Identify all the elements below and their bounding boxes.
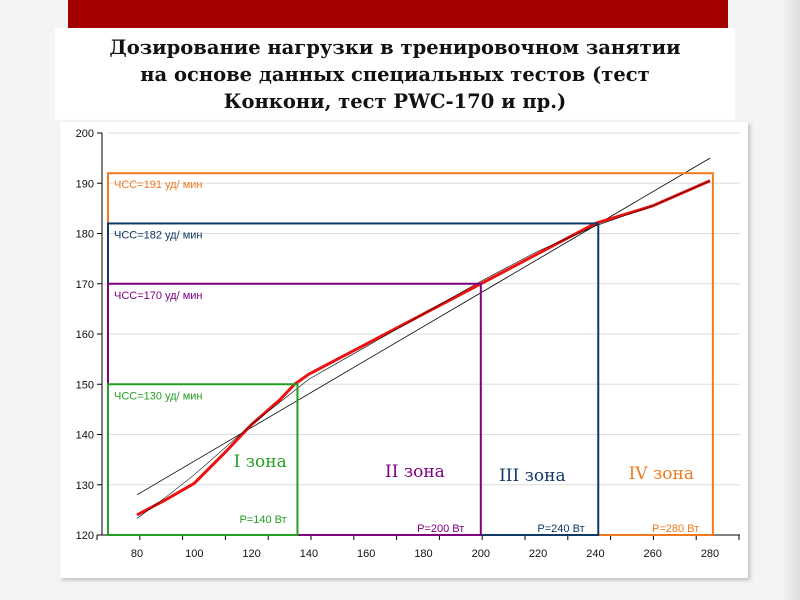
x-tick-label: 240 (586, 548, 604, 560)
zone-3-box (107, 222, 600, 536)
title-line: на основе данных специальных тестов (тес… (140, 63, 650, 86)
zone-3-power-label: P=240 Вт (537, 523, 584, 535)
top-bar (68, 0, 728, 28)
y-tick-label: 160 (76, 329, 94, 341)
y-tick-label: 120 (76, 530, 94, 542)
trend-line (136, 157, 711, 496)
zone-2-box (107, 282, 482, 536)
x-tick-label: 160 (357, 548, 375, 560)
y-tick-label: 170 (76, 279, 94, 291)
zone-3-hr-label: ЧСС=182 уд/ мин (114, 229, 203, 241)
page-edge (782, 0, 800, 600)
x-tick-label: 200 (472, 548, 490, 560)
x-tick-label: 280 (701, 548, 719, 560)
zone-1-power-label: P=140 Вт (239, 514, 286, 526)
fit-line (136, 180, 711, 519)
x-tick-label: 80 (131, 548, 143, 560)
y-tick-label: 200 (76, 128, 94, 140)
zone-1-label: I зона (234, 452, 287, 472)
x-tick-label: 120 (242, 548, 260, 560)
zone-3-label: III зона (499, 466, 566, 486)
zone-1-box (107, 383, 299, 536)
zone-2-label: II зона (385, 462, 445, 482)
title-box (55, 28, 735, 120)
zone-2-hr-label: ЧСС=170 уд/ мин (114, 290, 203, 302)
y-tick-label: 150 (76, 379, 94, 391)
zone-4-power-label: P=280 Вт (652, 523, 699, 535)
y-tick-label: 140 (76, 430, 94, 442)
x-tick-label: 100 (185, 548, 203, 560)
chart-area (60, 122, 748, 578)
title-line: Конкони, тест PWC-170 и пр.) (223, 90, 567, 113)
zone-2-power-label: P=200 Вт (417, 523, 464, 535)
x-tick-label: 180 (414, 548, 432, 560)
x-tick-label: 260 (644, 548, 662, 560)
x-tick-label: 140 (300, 548, 318, 560)
zone-4-label: IV зона (629, 464, 694, 484)
y-tick-label: 130 (76, 480, 94, 492)
zone-1-hr-label: ЧСС=130 уд/ мин (114, 390, 203, 402)
title-line: Дозирование нагрузки в тренировочном зан… (109, 36, 681, 59)
slide-title: Дозирование нагрузки в тренировочном зан… (55, 34, 735, 115)
y-tick-label: 180 (76, 229, 94, 241)
x-tick-label: 220 (529, 548, 547, 560)
zone-4-hr-label: ЧСС=191 уд/ мин (114, 179, 203, 191)
heart-rate-line (136, 179, 711, 517)
y-tick-label: 190 (76, 178, 94, 190)
